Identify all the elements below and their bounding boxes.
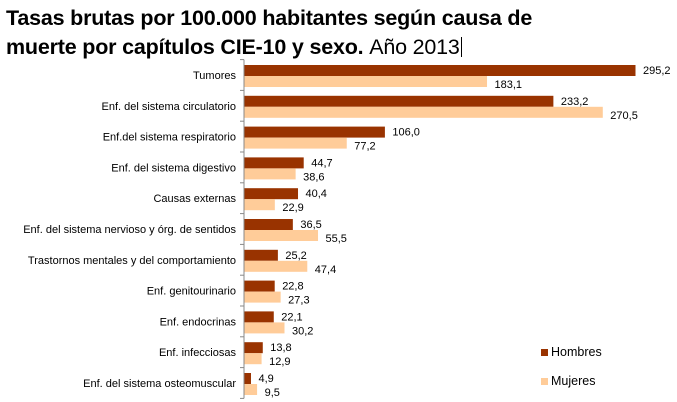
category-label: Enf. del sistema circulatorio [102,101,237,113]
data-label-hombres: 233,2 [561,96,589,108]
data-label-mujeres: 270,5 [610,110,638,122]
text-cursor [460,37,462,57]
category-label: Trastornos mentales y del comportamiento [28,255,236,267]
data-label-mujeres: 47,4 [315,264,336,276]
data-label-hombres: 44,7 [311,157,332,169]
bar-hombres [244,373,251,384]
category-label: Causas externas [153,193,236,205]
data-label-mujeres: 77,2 [354,141,375,153]
bar-hombres [244,249,278,261]
bar-mujeres [244,199,275,211]
bar-mujeres [244,322,285,334]
bar-mujeres [244,260,308,272]
category-label: Enf. del sistema nervioso y órg. de sent… [23,224,236,236]
chart-title: Tasas brutas por 100.000 habitantes segú… [6,4,532,62]
bar-hombres [244,311,274,323]
title-line1: Tasas brutas por 100.000 habitantes segú… [6,6,533,30]
data-label-hombres: 295,2 [643,65,671,77]
bar-mujeres [244,291,281,303]
bar-mujeres [244,230,319,241]
data-label-mujeres: 22,9 [282,202,303,214]
bar-mujeres [244,106,603,118]
bar-hombres [244,219,293,230]
legend-label-mujeres: Mujeres [551,374,595,388]
category-label: Enf. genitourinario [147,286,236,298]
data-label-hombres: 25,2 [285,250,306,262]
data-label-hombres: 22,1 [281,311,302,323]
category-label: Enf. infecciosas [159,347,237,359]
data-label-hombres: 106,0 [392,127,420,139]
category-label: Tumores [193,70,236,82]
bar-mujeres [244,137,347,149]
bar-hombres [244,126,385,138]
data-label-mujeres: 183,1 [495,79,523,91]
data-label-mujeres: 9,5 [265,387,280,399]
bar-hombres [244,95,554,107]
category-label: Enf. del sistema osteomuscular [83,378,236,390]
data-label-hombres: 13,8 [270,342,291,354]
data-label-mujeres: 38,6 [303,171,324,183]
bar-mujeres [244,384,258,395]
data-label-hombres: 36,5 [300,219,321,231]
data-label-hombres: 4,9 [258,373,273,385]
data-label-hombres: 22,8 [282,281,303,293]
data-label-mujeres: 12,9 [269,356,290,368]
title-line2: muerte por capítulos CIE-10 y sexo. [6,35,364,59]
bar-hombres [244,65,636,76]
data-label-hombres: 40,4 [306,188,327,200]
category-label: Enf. del sistema digestivo [111,162,236,174]
legend-swatch-hombres [541,349,548,356]
category-label: Enf.del sistema respiratorio [103,132,236,144]
bar-mujeres [244,168,296,180]
bar-hombres [244,342,263,354]
category-label: Enf. endocrinas [160,316,237,328]
legend-swatch-mujeres [541,378,548,385]
legend-label-hombres: Hombres [551,345,602,359]
bar-mujeres [244,353,262,365]
bar-hombres [244,188,299,200]
title-year: Año 2013 [369,35,460,59]
data-label-mujeres: 55,5 [326,233,347,245]
data-label-mujeres: 30,2 [292,325,313,337]
data-label-mujeres: 27,3 [288,295,309,307]
bar-mujeres [244,76,488,87]
bar-hombres [244,280,275,292]
bar-hombres [244,157,304,169]
